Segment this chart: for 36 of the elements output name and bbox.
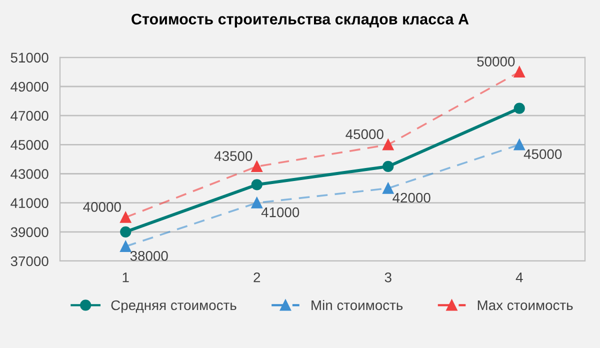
chart-title: Стоимость строительства складов класса А [132,14,469,28]
y-tick-label: 47000 [10,110,48,121]
data-label: 40000 [83,202,121,212]
point [382,160,394,172]
point [251,197,262,208]
x-tick-label: 4 [516,272,523,282]
point [251,160,262,172]
point [251,179,262,190]
point [382,139,394,150]
data-label: 50000 [477,56,515,66]
x-tick-label: 2 [254,272,260,282]
point [120,240,132,252]
y-tick-label: 41000 [10,198,48,208]
legend-label: Средняя стоимость [111,300,236,313]
y-tick-label: 43000 [10,169,48,179]
point [382,182,394,194]
data-label: 45000 [524,149,562,160]
point [120,212,132,223]
y-tick-label: 39000 [10,227,48,238]
data-label: 42000 [392,192,430,203]
x-tick-label: 3 [384,272,392,282]
data-label: 41000 [261,207,300,218]
data-label: 38000 [130,250,168,261]
point [120,226,132,238]
point [514,102,525,114]
y-tick-label: 45000 [10,140,48,150]
y-tick-label: 37000 [10,256,48,266]
y-tick-label: 51000 [10,52,48,63]
data-label: 45000 [346,129,384,140]
point [514,139,525,150]
legend-label: Max стоимость [478,300,573,310]
point [514,66,525,78]
legend-label: Min стоимость [312,300,403,310]
y-tick-label: 49000 [10,82,48,92]
data-label: 43500 [214,151,252,161]
x-tick-label: 1 [122,272,129,282]
